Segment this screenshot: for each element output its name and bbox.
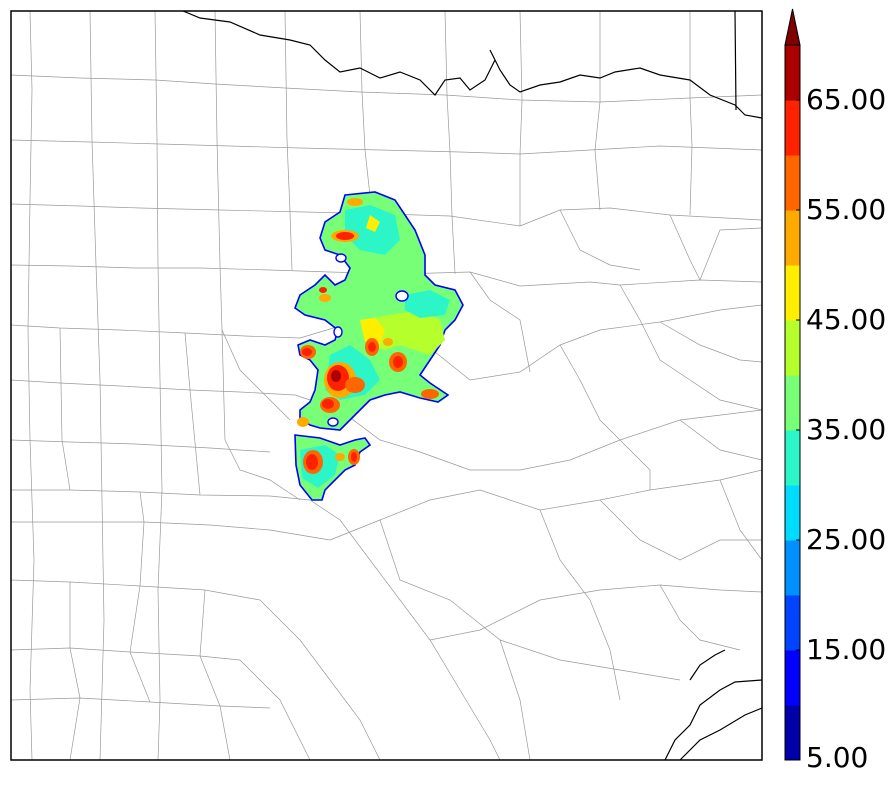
colorbar-segment: [785, 650, 800, 706]
colorbar-segment: [785, 430, 800, 486]
colorbar-segment: [785, 210, 800, 266]
colorbar-segment: [785, 485, 800, 541]
colorbar-tick-label: 35.00: [806, 413, 887, 446]
colorbar: [784, 8, 801, 761]
colorbar-segment: [785, 540, 800, 596]
colorbar-tick-label: 45.00: [806, 303, 887, 336]
county-boundaries: [11, 11, 762, 760]
colorbar-segment: [785, 265, 800, 321]
colorbar-segment: [785, 320, 800, 376]
colorbar-tick-label: 25.00: [806, 523, 887, 556]
colorbar-tick-label: 15.00: [806, 633, 887, 666]
colorbar-tick-label: 65.00: [806, 83, 887, 116]
colorbar-segment: [785, 155, 800, 211]
map-frame: [10, 10, 763, 761]
colorbar-extend-arrow: [784, 8, 801, 46]
colorbar-frame: [784, 44, 801, 761]
state-boundary: [182, 11, 762, 760]
colorbar-segment: [785, 45, 800, 101]
colorbar-segment: [785, 705, 800, 761]
radar-echo-area: [294, 191, 464, 501]
colorbar-segment: [785, 595, 800, 651]
colorbar-tick-label: 5.00: [806, 741, 869, 774]
colorbar-segment: [785, 375, 800, 431]
colorbar-segment: [785, 100, 800, 156]
colorbar-tick-label: 55.00: [806, 193, 887, 226]
